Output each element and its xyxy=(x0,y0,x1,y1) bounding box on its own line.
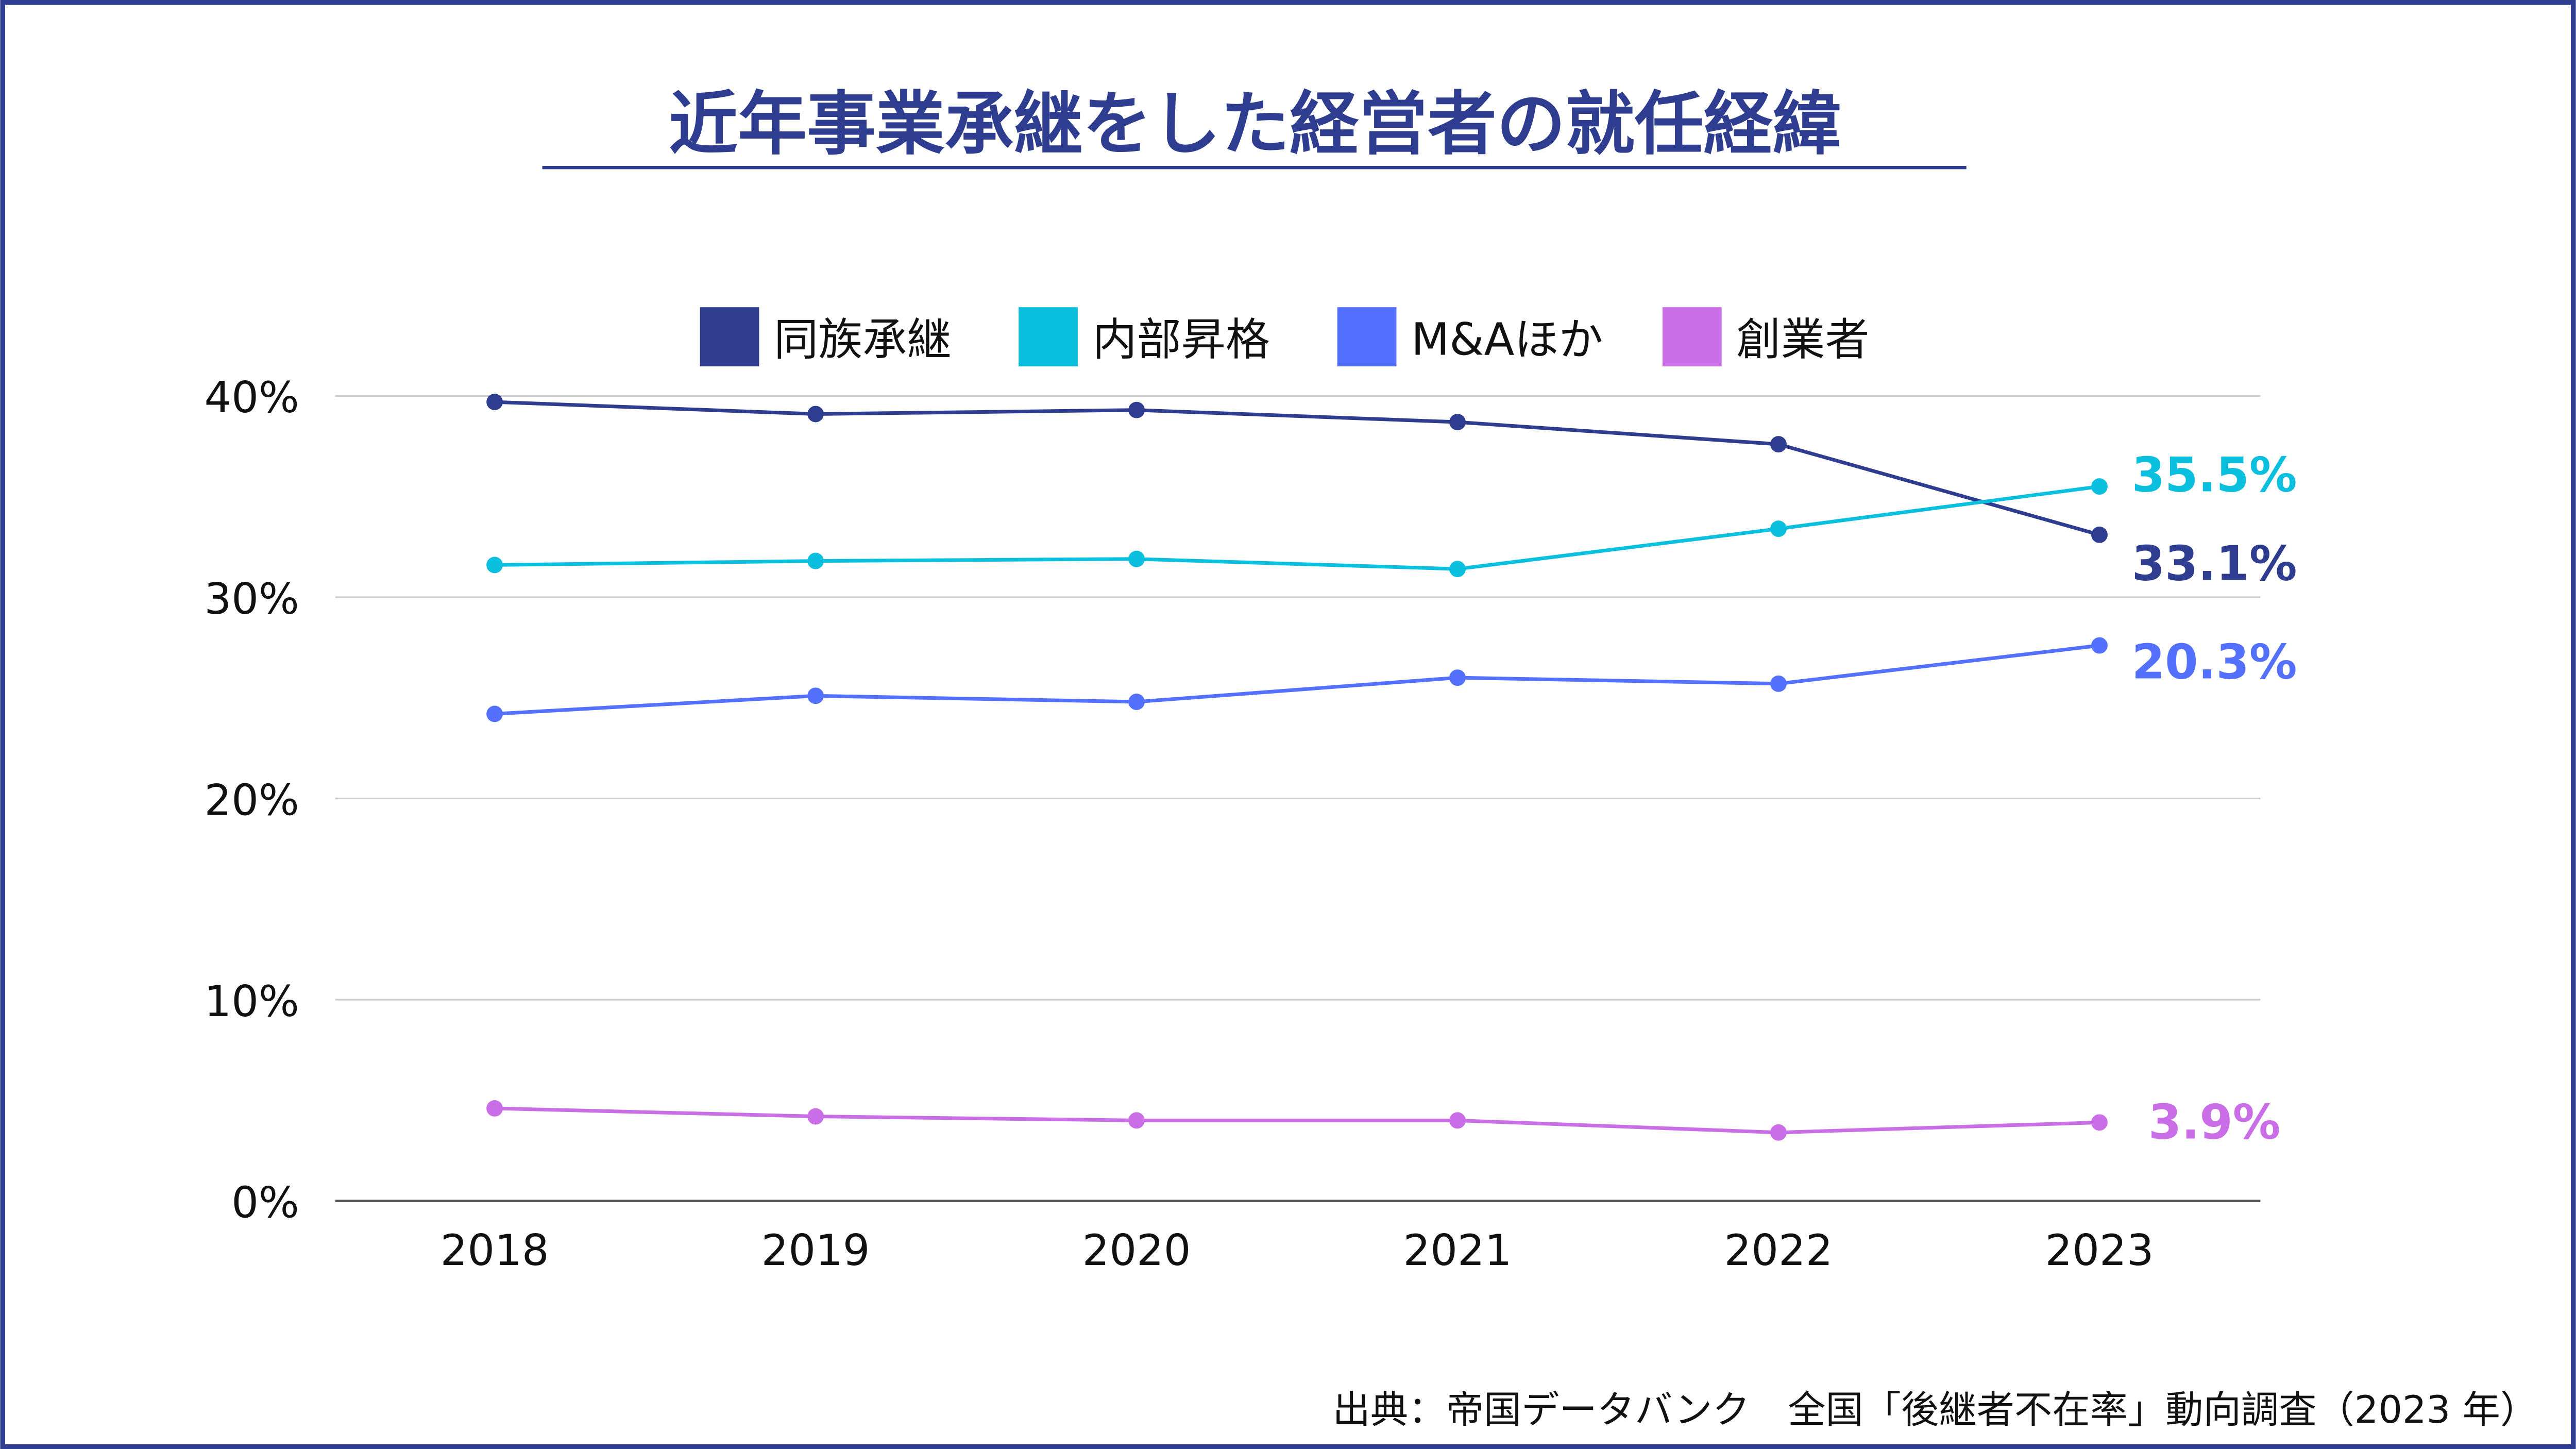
x-tick-label: 2019 xyxy=(761,1225,870,1275)
x-tick-label: 2020 xyxy=(1082,1225,1191,1275)
series-line xyxy=(494,400,2100,537)
legend-item: 創業者 xyxy=(1662,307,1870,366)
series-line xyxy=(495,484,2100,571)
data-point xyxy=(1449,669,1466,686)
chart-title: 近年事業承継をした経営者の就任経緯 xyxy=(669,84,1841,164)
data-point xyxy=(486,394,503,411)
data-point xyxy=(1770,675,1787,692)
end-value-label: 35.5% xyxy=(2132,447,2297,502)
series-1: 35.5% xyxy=(486,447,2297,578)
data-point xyxy=(1449,414,1466,431)
y-tick-label: 10% xyxy=(204,976,299,1026)
data-point xyxy=(1128,401,1145,418)
legend-swatch xyxy=(1019,307,1078,366)
data-point xyxy=(1770,1124,1787,1141)
series-3: 3.9% xyxy=(486,1094,2280,1150)
data-point xyxy=(1770,436,1787,453)
data-point xyxy=(807,406,824,423)
legend-swatch xyxy=(1662,307,1722,366)
data-point xyxy=(2091,478,2108,495)
x-tick-label: 2023 xyxy=(2045,1225,2154,1275)
legend-label: 内部昇格 xyxy=(1093,314,1270,366)
data-point xyxy=(1128,694,1145,710)
legend-swatch xyxy=(1337,307,1397,366)
data-point xyxy=(486,1100,503,1117)
legend-label: M&Aほか xyxy=(1411,314,1603,366)
legend-label: 創業者 xyxy=(1736,314,1869,366)
data-point xyxy=(486,705,503,722)
y-tick-label: 0% xyxy=(231,1177,299,1227)
x-tick-label: 2018 xyxy=(440,1225,549,1275)
end-value-label: 3.9% xyxy=(2148,1094,2280,1150)
y-tick-label: 20% xyxy=(204,775,299,825)
data-point xyxy=(2091,637,2108,654)
series-line xyxy=(494,644,2100,716)
data-point xyxy=(807,552,824,569)
x-tick-label: 2022 xyxy=(1724,1225,1833,1275)
legend-item: 同族承継 xyxy=(700,307,951,366)
data-point xyxy=(1449,1112,1466,1129)
data-point xyxy=(486,557,503,574)
series-line xyxy=(495,1106,2100,1135)
data-point xyxy=(2091,1114,2108,1131)
series-2: 20.3% xyxy=(486,634,2297,722)
legend-swatch xyxy=(700,307,759,366)
y-tick-label: 30% xyxy=(204,574,299,624)
end-value-label: 20.3% xyxy=(2132,634,2297,690)
data-point xyxy=(2091,526,2108,543)
data-point xyxy=(1770,520,1787,537)
x-tick-label: 2021 xyxy=(1403,1225,1512,1275)
legend-item: M&Aほか xyxy=(1337,307,1603,366)
legend-item: 内部昇格 xyxy=(1019,307,1270,366)
y-tick-label: 40% xyxy=(204,373,299,423)
data-point xyxy=(1128,1112,1145,1129)
data-point xyxy=(807,687,824,704)
source-note: 出典：帝国データバンク 全国「後継者不在率」動向調査（2023 年） xyxy=(1333,1388,2538,1432)
data-point xyxy=(1128,550,1145,567)
end-value-label: 33.1% xyxy=(2132,535,2297,591)
series-0: 33.1% xyxy=(486,394,2297,591)
data-point xyxy=(1449,561,1466,578)
data-point xyxy=(807,1108,824,1125)
legend-label: 同族承継 xyxy=(774,314,951,366)
